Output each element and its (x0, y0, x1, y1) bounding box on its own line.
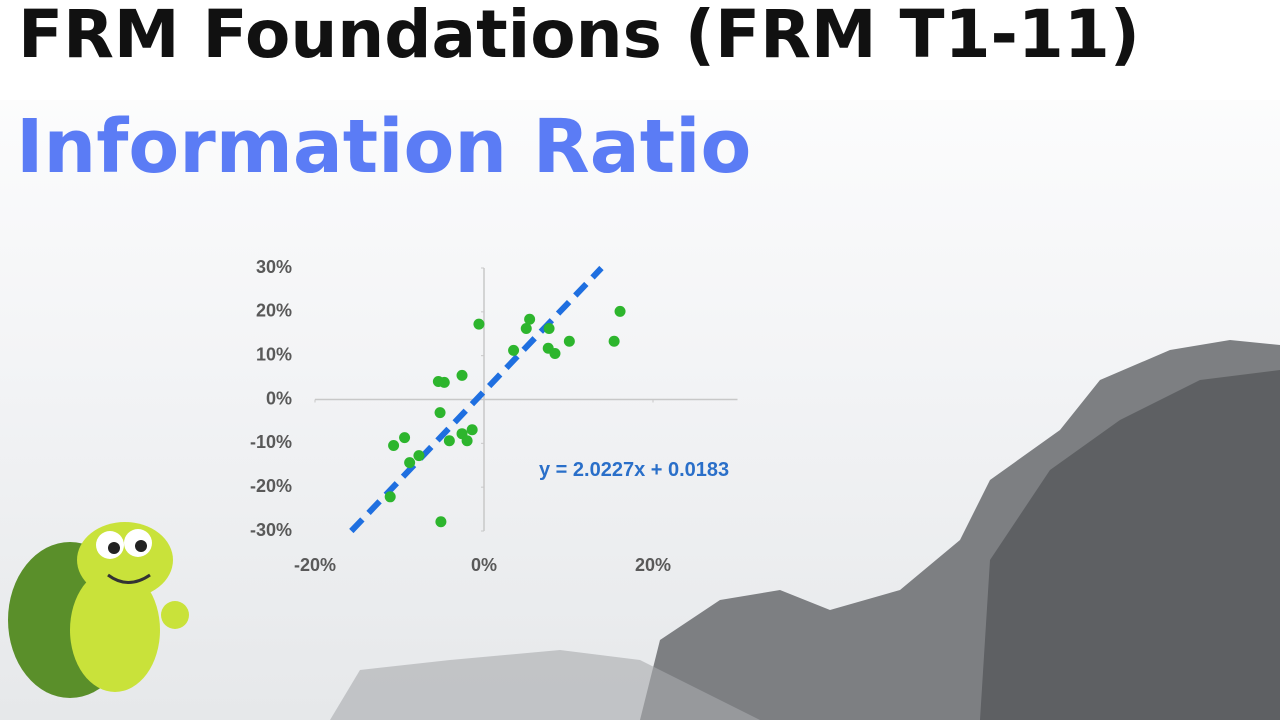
subtitle: Information Ratio (16, 104, 751, 190)
point (614, 305, 626, 317)
point (434, 407, 446, 419)
point (608, 335, 620, 347)
point (388, 440, 400, 452)
y-tick-label: 0% (266, 388, 292, 408)
point (563, 335, 575, 347)
cliff (980, 370, 1280, 720)
shore (330, 650, 760, 720)
y-tick-label: 30% (256, 257, 292, 277)
title-band (0, 0, 1280, 100)
y-tick-label: 20% (256, 301, 292, 321)
point (399, 432, 411, 444)
point (473, 318, 485, 330)
x-tick-label: 0% (471, 555, 497, 575)
point (461, 435, 473, 447)
x-tick-label: -20% (294, 555, 336, 575)
point (520, 322, 532, 334)
point (404, 457, 416, 469)
point (508, 344, 520, 356)
point (384, 491, 396, 503)
mascot (8, 522, 189, 698)
point (413, 450, 425, 462)
title: FRM Foundations (FRM T1-11) (18, 0, 1140, 73)
point (466, 424, 478, 436)
point (435, 516, 447, 528)
x-tick-label: 20% (635, 555, 671, 575)
point (443, 435, 455, 447)
y-tick-label: 10% (256, 344, 292, 364)
y-tick-label: -30% (250, 520, 292, 540)
point (549, 347, 561, 359)
point (456, 369, 468, 381)
point (524, 313, 536, 325)
point (543, 322, 555, 334)
y-tick-label: -20% (250, 476, 292, 496)
point (438, 376, 450, 388)
y-tick-label: -10% (250, 432, 292, 452)
trendline (349, 265, 604, 534)
equation: y = 2.0227x + 0.0183 (539, 459, 729, 481)
